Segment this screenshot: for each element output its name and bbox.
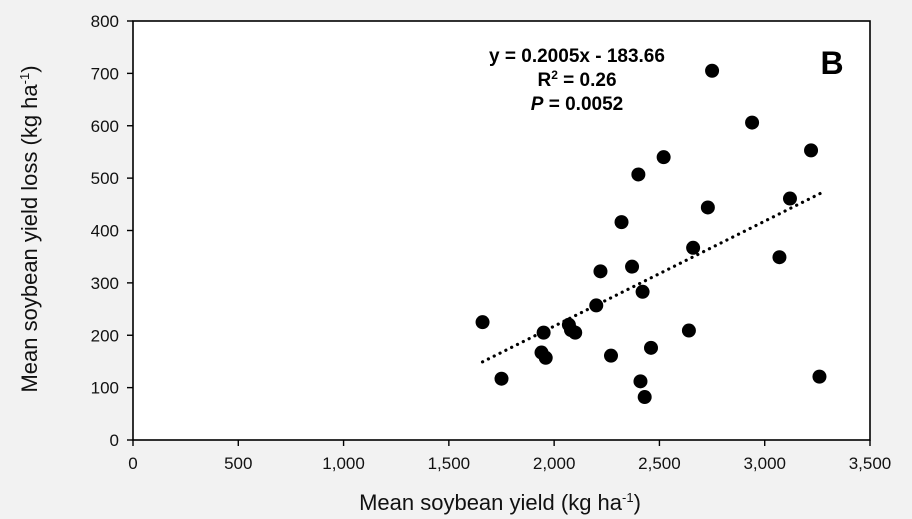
data-point bbox=[631, 167, 646, 182]
data-point bbox=[804, 143, 819, 158]
data-point bbox=[494, 371, 509, 386]
x-tick-label: 2,000 bbox=[533, 454, 576, 473]
regression-equation: y = 0.2005x - 183.66 bbox=[489, 46, 665, 67]
data-point bbox=[593, 264, 608, 279]
x-tick-label: 3,000 bbox=[743, 454, 786, 473]
y-tick-label: 0 bbox=[110, 431, 119, 450]
data-point bbox=[589, 298, 604, 313]
data-point bbox=[633, 374, 648, 389]
x-axis-title: Mean soybean yield (kg ha-1) bbox=[359, 490, 641, 515]
trendline bbox=[480, 191, 824, 364]
data-point bbox=[686, 240, 701, 255]
x-tick-label: 1,000 bbox=[322, 454, 365, 473]
data-point bbox=[536, 325, 551, 340]
y-axis-ticks: 0 100 200 300 400 500 600 700 800 bbox=[91, 12, 133, 450]
y-tick-label: 700 bbox=[91, 64, 119, 83]
x-tick-label: 1,500 bbox=[428, 454, 471, 473]
p-value-label: P = 0.0052 bbox=[531, 94, 623, 115]
x-tick-label: 2,500 bbox=[638, 454, 681, 473]
data-point bbox=[681, 323, 696, 338]
data-point bbox=[614, 215, 629, 230]
data-point bbox=[475, 315, 490, 330]
data-point bbox=[625, 259, 640, 274]
y-tick-label: 600 bbox=[91, 117, 119, 136]
y-tick-label: 800 bbox=[91, 12, 119, 31]
data-point bbox=[635, 284, 650, 299]
y-tick-label: 400 bbox=[91, 222, 119, 241]
data-point bbox=[603, 348, 618, 363]
x-tick-label: 0 bbox=[128, 454, 137, 473]
data-point bbox=[538, 350, 553, 365]
data-point bbox=[700, 200, 715, 215]
plot-area bbox=[132, 20, 871, 441]
y-tick-label: 300 bbox=[91, 274, 119, 293]
x-axis-ticks: 0 500 1,000 1,500 2,000 2,500 3,000 3,500 bbox=[128, 440, 891, 473]
y-tick-label: 200 bbox=[91, 326, 119, 345]
data-points bbox=[475, 63, 827, 405]
y-axis-title: Mean soybean yield loss (kg ha-1) bbox=[17, 65, 42, 392]
data-point bbox=[656, 150, 671, 165]
data-point bbox=[568, 325, 583, 340]
x-tick-label: 500 bbox=[224, 454, 252, 473]
data-point bbox=[782, 191, 797, 206]
panel-label: B bbox=[820, 45, 843, 81]
y-tick-label: 100 bbox=[91, 379, 119, 398]
r-squared-label: R2 = 0.26 bbox=[537, 68, 616, 91]
y-tick-label: 500 bbox=[91, 169, 119, 188]
data-point bbox=[705, 63, 720, 78]
data-point bbox=[637, 390, 652, 405]
x-tick-label: 3,500 bbox=[849, 454, 892, 473]
data-point bbox=[772, 250, 787, 265]
data-point bbox=[812, 369, 827, 384]
data-point bbox=[745, 115, 760, 130]
data-point bbox=[644, 340, 659, 355]
